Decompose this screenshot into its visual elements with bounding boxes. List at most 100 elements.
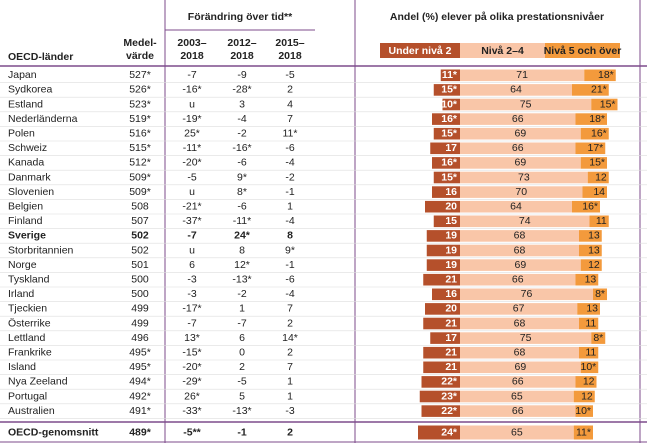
legend-label: Nivå 5 och över — [544, 45, 622, 57]
mean: 508 — [131, 200, 149, 212]
level-2-4-label: 68 — [514, 317, 526, 329]
below-2-label: 19 — [445, 244, 457, 256]
level-2-4-label: 66 — [512, 142, 524, 154]
level-5-label: 18* — [598, 69, 614, 81]
change: -3 — [187, 273, 196, 285]
mean: 495* — [129, 361, 151, 373]
bar-level-2-4 — [460, 405, 576, 417]
change: 3 — [239, 98, 245, 110]
level-5-label: 14 — [593, 186, 605, 198]
level-5-label: 11 — [585, 317, 596, 329]
change: 1 — [287, 200, 293, 212]
change: -29* — [182, 376, 201, 388]
bar-below-2 — [421, 405, 460, 417]
change: -4 — [285, 215, 294, 227]
below-2-label: 21 — [445, 361, 457, 373]
bar-level-5 — [589, 215, 609, 228]
legend-label: Nivå 2–4 — [481, 45, 524, 57]
country: Storbritannien — [8, 244, 74, 256]
mean: 502 — [131, 244, 149, 256]
country: Nya Zeeland — [8, 376, 68, 388]
country: Norge — [8, 259, 37, 271]
bar-below-2 — [426, 244, 460, 257]
level-5-label: 12 — [595, 171, 607, 183]
change: -16* — [232, 142, 251, 154]
bar-below-2 — [426, 230, 460, 242]
bar-level-2-4 — [460, 98, 592, 111]
change: 1 — [239, 303, 245, 315]
change: 11* — [283, 127, 298, 139]
mean: 526* — [129, 84, 151, 96]
country: Tyskland — [8, 273, 50, 285]
bar-below-2 — [425, 200, 460, 213]
change: -37* — [182, 215, 201, 227]
mean: 501 — [131, 259, 149, 271]
level-2-4-label: 69 — [515, 127, 527, 139]
bar-below-2 — [423, 273, 460, 286]
legend-swatch — [380, 43, 460, 58]
legend-swatch — [545, 43, 620, 58]
change: u — [189, 98, 195, 110]
bar-level-2-4 — [460, 69, 585, 82]
country: Nederländerna — [8, 113, 78, 125]
change: 26* — [184, 390, 200, 402]
change: 1 — [287, 376, 293, 388]
mean: 492* — [129, 390, 151, 402]
below-2-label: 19 — [445, 230, 457, 242]
country: Kanada — [8, 157, 44, 169]
bar-level-5 — [572, 200, 600, 213]
mean: 515* — [129, 142, 151, 154]
bar-below-2 — [432, 113, 460, 125]
below-2-label: 17 — [445, 142, 457, 154]
period-header: 2018 — [230, 50, 254, 62]
change: -6 — [285, 142, 294, 154]
level-5-label: 16* — [582, 200, 598, 212]
level-5-label: 11* — [576, 426, 591, 438]
level-5-label: 13 — [586, 303, 598, 315]
mean: 499 — [131, 303, 149, 315]
bar-level-2-4 — [460, 142, 576, 155]
level-5-label: 11 — [585, 346, 596, 358]
change: -33* — [182, 405, 201, 417]
legend-label: Under nivå 2 — [388, 45, 451, 57]
level-2-4-label: 67 — [513, 303, 525, 315]
change: 2 — [287, 317, 293, 329]
level-2-4-label: 70 — [515, 186, 527, 198]
below-2-label: 21 — [445, 273, 457, 285]
bar-below-2 — [442, 98, 460, 111]
bar-level-5 — [579, 317, 599, 330]
bar-level-2-4 — [460, 425, 574, 440]
bar-level-5 — [577, 303, 600, 315]
below-2-label: 16 — [445, 288, 457, 300]
mean: 519* — [129, 113, 151, 125]
level-2-4-label: 64 — [510, 84, 522, 96]
below-2-label: 11* — [442, 69, 458, 81]
bar-level-5 — [573, 390, 595, 403]
level-5-label: 13 — [588, 230, 600, 242]
bar-level-2-4 — [460, 215, 590, 228]
bar-level-5 — [591, 332, 606, 344]
bar-below-2 — [418, 425, 460, 440]
mean: 495* — [129, 346, 151, 358]
change: 9* — [285, 244, 295, 256]
country: Sydkorea — [8, 84, 53, 96]
level-5-label: 17* — [587, 142, 603, 154]
bar-level-5 — [579, 244, 602, 257]
level-2-4-label: 73 — [518, 171, 530, 183]
bar-level-5 — [584, 69, 616, 82]
mean: 500 — [131, 273, 149, 285]
bar-level-5 — [579, 230, 602, 242]
mean: 491* — [129, 405, 151, 417]
bar-level-2-4 — [460, 361, 581, 374]
bar-below-2 — [423, 317, 460, 330]
below-2-label: 15 — [445, 215, 457, 227]
change: -7 — [187, 69, 196, 81]
bar-below-2 — [419, 390, 460, 403]
level-2-4-label: 69 — [515, 157, 527, 169]
change: 8 — [287, 230, 293, 242]
change: -5 — [285, 69, 294, 81]
change: -4 — [285, 157, 294, 169]
below-2-label: 15* — [441, 84, 458, 96]
country: Irland — [8, 288, 34, 300]
bar-level-2-4 — [460, 157, 581, 169]
